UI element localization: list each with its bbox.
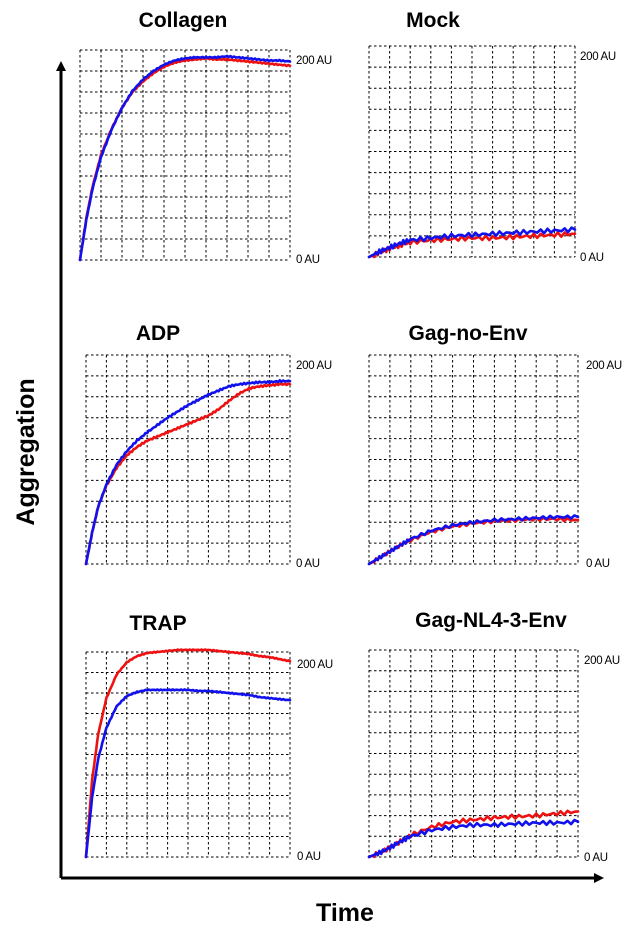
y-min-label: 0 AU [584,852,608,864]
blue-series-line [367,514,580,566]
panel-title: Mock [406,9,460,32]
panel-adp: ADP 200 AU 0 AU [84,322,332,570]
blue-series-line [84,688,292,859]
blue-series-line [78,54,292,262]
red-series-line [78,56,292,262]
panel-title: Gag-NL4-3-Env [415,609,567,632]
y-min-label: 0 AU [586,558,610,570]
panel-trap: TRAP 200 AU 0 AU [84,612,333,863]
panel-mock: Mock 200 AU 0 AU [367,9,616,264]
plot-area [84,648,292,859]
blue-series-line [367,226,577,259]
x-axis-label: Time [316,899,374,927]
y-min-label: 0 AU [580,252,604,264]
panel-collagen: Collagen 200 AU 0 AU [78,9,332,266]
y-max-label: 200 AU [296,360,332,372]
panel-title: ADP [136,322,180,345]
plot-area [78,54,292,262]
y-max-label: 200 AU [584,655,620,667]
panel-title: TRAP [129,612,186,635]
plot-area [84,378,292,566]
panel-grid [368,354,579,565]
red-series-line [84,648,292,859]
y-min-label: 0 AU [296,558,320,570]
panel-grid [85,651,291,858]
panel-grid [368,45,576,258]
y-axis-label: Aggregation [12,378,40,525]
plot-area [367,226,577,259]
plot-area [367,514,580,566]
y-max-label: 200 AU [297,659,333,671]
blue-series-line [367,818,580,859]
y-min-label: 0 AU [297,851,321,863]
y-max-label: 200 AU [296,55,332,67]
panel-gag-nl4-3-env: Gag-NL4-3-Env 200 AU 0 AU [367,609,620,864]
y-min-label: 0 AU [296,254,320,266]
panel-gag-no-env: Gag-no-Env 200 AU 0 AU [367,322,622,570]
panel-title: Gag-no-Env [409,322,528,345]
y-max-label: 200 AU [580,51,616,63]
y-max-label: 200 AU [586,360,622,372]
plot-area [367,809,580,859]
panel-grid [85,354,291,565]
panel-grid [79,49,291,261]
panel-title: Collagen [139,9,228,32]
blue-series-line [84,378,292,566]
